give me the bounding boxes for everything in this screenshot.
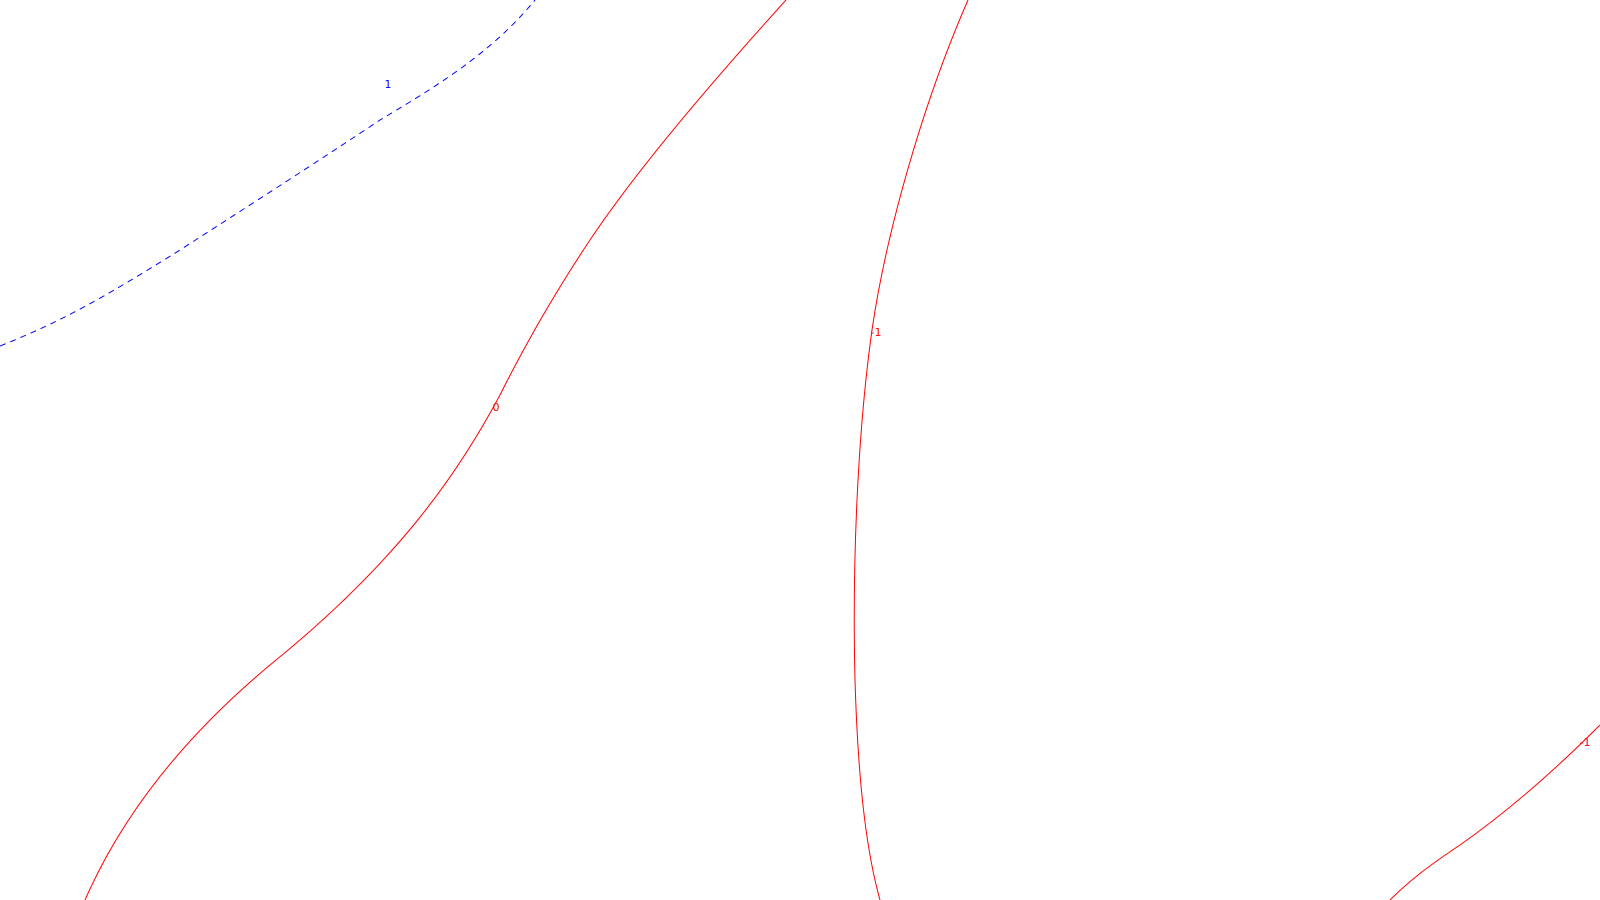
contour-line-1: 1	[0, 0, 536, 347]
contour-path-neg1-right	[1389, 724, 1600, 900]
contour-line-neg1-center: -1	[853, 0, 969, 900]
contour-path-1	[0, 0, 536, 347]
contour-label-0: 0	[493, 401, 500, 414]
contour-label-neg1-right: -1	[1580, 736, 1591, 749]
contour-line-neg1-right: -1	[1389, 724, 1600, 900]
contour-path-0	[84, 0, 787, 900]
contour-label-1: 1	[385, 78, 392, 91]
contour-path-neg1-center	[853, 0, 969, 900]
contour-label-neg1-center: -1	[871, 326, 882, 339]
contour-line-0: 0	[84, 0, 787, 900]
